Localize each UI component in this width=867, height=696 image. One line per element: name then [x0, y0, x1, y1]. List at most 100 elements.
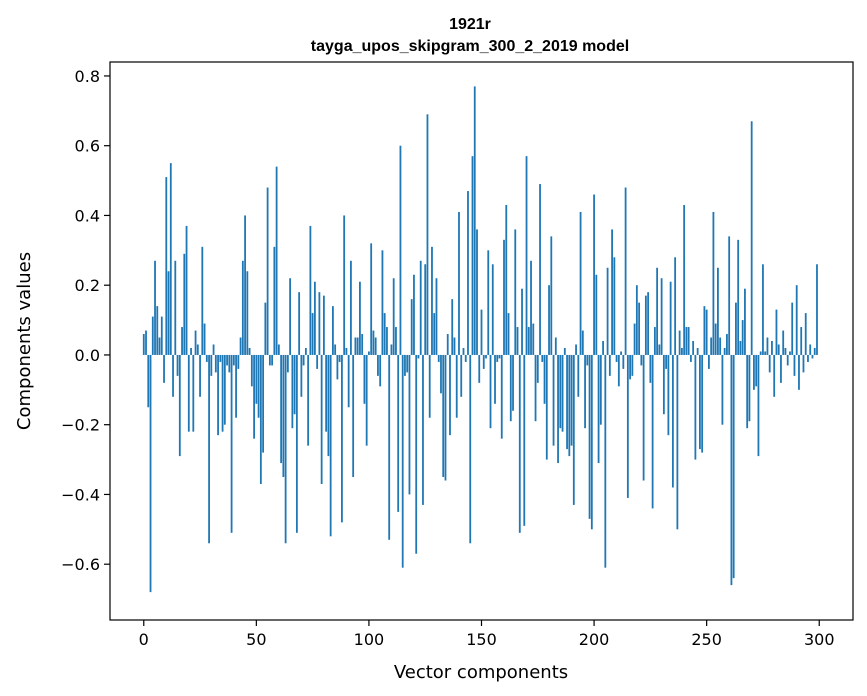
bar-145 [469, 354, 472, 544]
bar-166 [516, 327, 519, 355]
bar-215 [626, 354, 629, 498]
bar-127 [428, 354, 431, 418]
bar-series [142, 86, 818, 593]
bar-282 [777, 344, 780, 355]
bar-144 [467, 191, 469, 355]
bar-83 [329, 354, 332, 537]
bar-208 [611, 229, 613, 355]
bar-60 [277, 344, 280, 355]
bar-250 [705, 309, 708, 355]
bar-229 [658, 344, 661, 355]
bar-95 [356, 337, 359, 355]
bar-15 [176, 354, 179, 376]
bar-181 [550, 236, 553, 355]
bar-159 [500, 354, 503, 439]
bar-150 [480, 309, 483, 355]
bar-276 [764, 351, 767, 355]
bar-32 [214, 354, 217, 373]
bar-21 [190, 347, 192, 355]
bar-91 [347, 354, 350, 408]
bar-230 [660, 278, 663, 355]
bar-156 [494, 354, 496, 404]
bar-38 [228, 354, 231, 373]
bar-77 [316, 354, 319, 369]
y-tick-label: −0.2 [61, 416, 100, 435]
bar-73 [307, 354, 310, 446]
bar-238 [678, 330, 681, 355]
bar-162 [507, 313, 510, 355]
bar-290 [795, 285, 798, 355]
bar-142 [462, 347, 465, 355]
bar-7 [158, 337, 161, 355]
bar-184 [557, 354, 559, 464]
bar-94 [354, 337, 357, 355]
bar-203 [599, 354, 602, 425]
bar-279 [771, 341, 773, 355]
y-tick-label: 0.8 [75, 67, 100, 86]
y-tick-label: 0.2 [75, 276, 100, 295]
x-tick-label: 150 [466, 630, 497, 649]
bar-34 [219, 354, 222, 362]
bar-137 [451, 299, 454, 355]
bar-98 [363, 354, 366, 404]
bar-264 [737, 239, 740, 355]
bar-88 [341, 354, 343, 523]
bar-223 [644, 295, 647, 355]
bar-275 [762, 264, 764, 355]
bar-36 [223, 354, 226, 425]
bar-71 [302, 354, 305, 366]
bar-286 [786, 354, 789, 366]
bar-292 [800, 327, 803, 355]
bar-226 [651, 354, 654, 509]
bar-252 [710, 337, 713, 355]
bar-249 [703, 306, 706, 355]
bar-2 [147, 354, 150, 408]
bar-267 [744, 288, 746, 355]
bar-20 [187, 354, 190, 432]
bar-23 [194, 330, 197, 355]
x-tick-label: 50 [246, 630, 266, 649]
x-axis-label: Vector components [394, 662, 568, 683]
x-tick-label: 300 [804, 630, 835, 649]
bar-65 [289, 278, 292, 355]
bar-180 [548, 285, 550, 355]
bar-75 [311, 313, 314, 355]
bar-69 [298, 292, 301, 355]
bar-236 [674, 257, 677, 355]
bar-109 [388, 354, 391, 540]
x-tick-label: 100 [354, 630, 385, 649]
x-tick-label: 0 [139, 630, 149, 649]
bar-28 [205, 354, 208, 362]
bar-289 [793, 354, 796, 376]
bar-110 [390, 344, 393, 355]
bar-167 [518, 354, 521, 533]
bar-120 [413, 274, 415, 355]
bar-281 [775, 309, 778, 355]
bar-265 [739, 341, 742, 355]
bar-232 [665, 354, 668, 369]
x-tick-label: 200 [579, 630, 610, 649]
bar-182 [552, 354, 555, 446]
bar-188 [566, 354, 568, 450]
x-axis-ticks: 0 50 100 150 200 250 300 [139, 620, 835, 649]
bar-90 [345, 347, 348, 355]
bar-157 [496, 354, 499, 362]
bar-114 [399, 145, 402, 355]
bar-46 [246, 271, 249, 355]
bar-222 [642, 354, 645, 481]
bar-29 [208, 354, 210, 544]
bar-224 [647, 292, 650, 355]
bar-209 [613, 257, 616, 355]
bar-105 [379, 354, 382, 387]
bar-149 [478, 354, 481, 383]
bar-113 [397, 354, 400, 512]
y-axis-label: Components values [14, 252, 35, 430]
bar-271 [753, 354, 755, 390]
bar-148 [476, 229, 478, 355]
bar-43 [239, 337, 242, 355]
bar-294 [804, 313, 807, 355]
bar-99 [365, 354, 368, 446]
bar-291 [798, 354, 800, 390]
bar-76 [313, 281, 316, 355]
